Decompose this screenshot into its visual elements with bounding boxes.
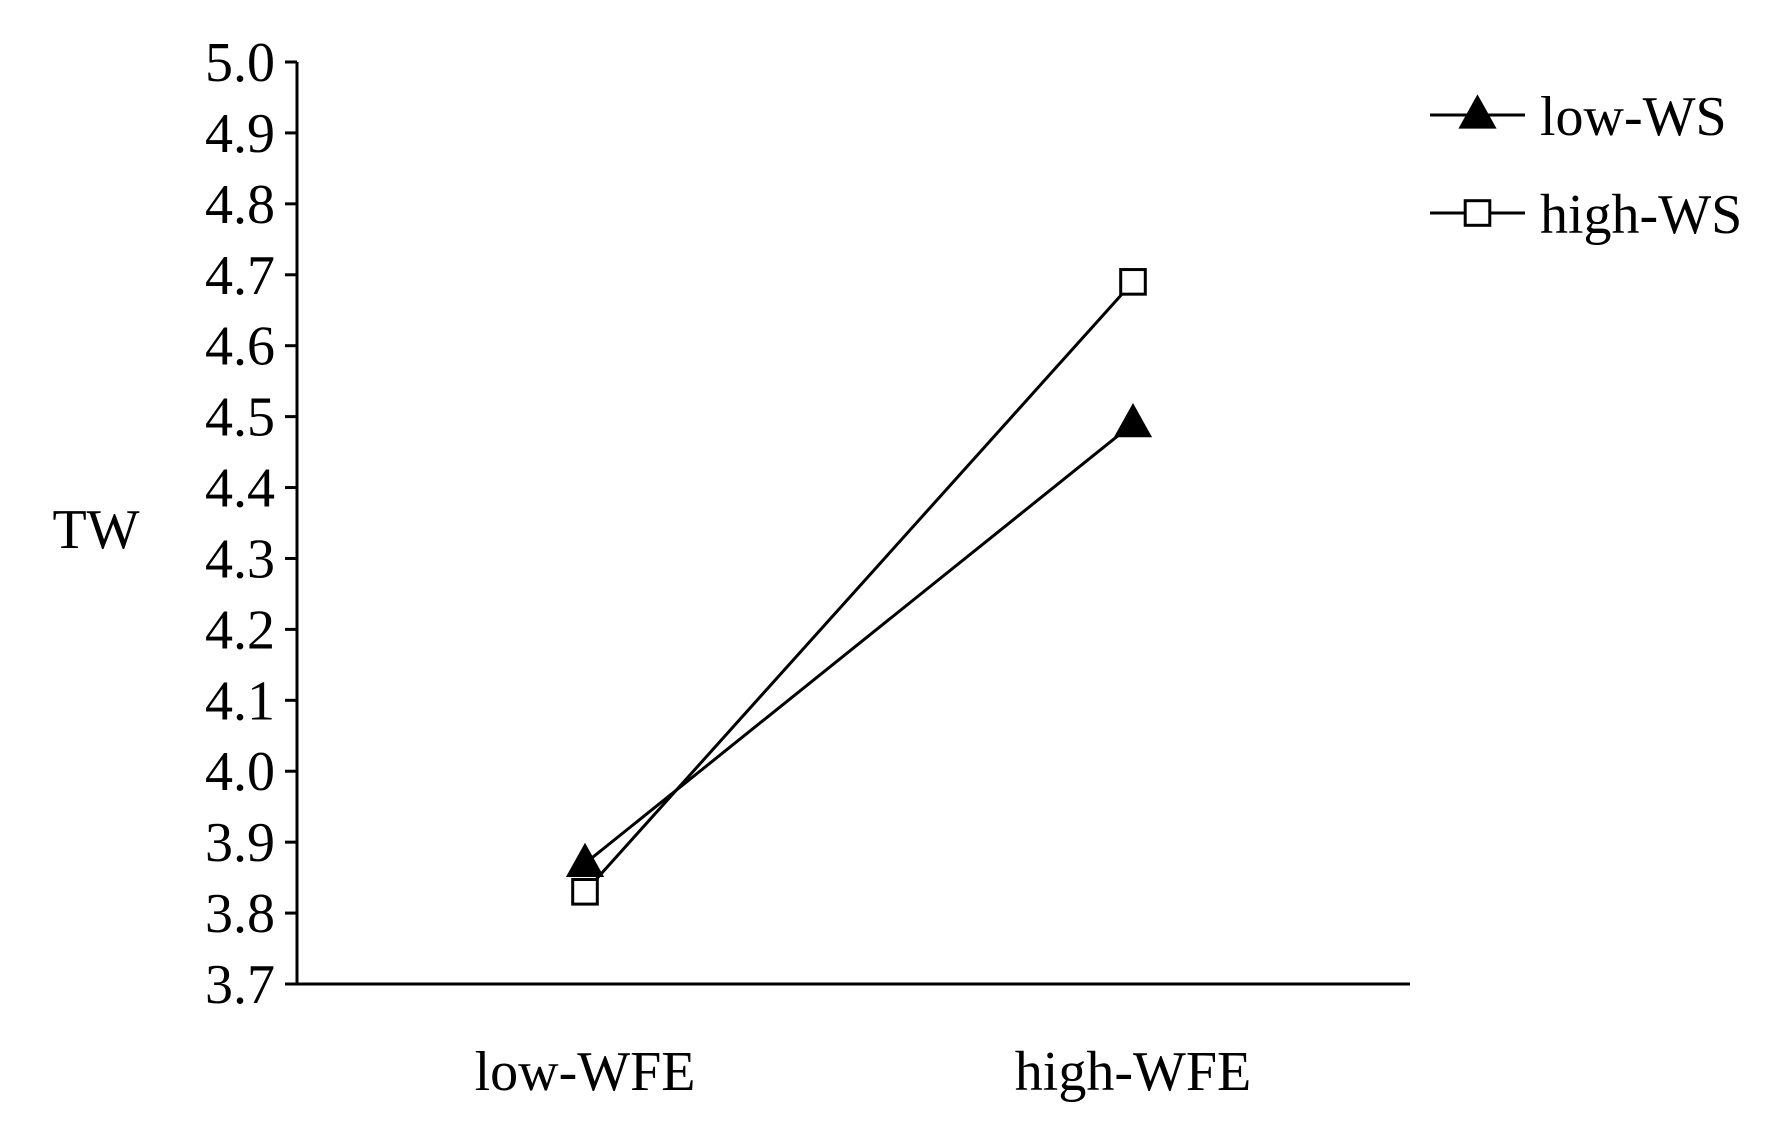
y-axis-ticks: 5.0 4.9 4.8 4.7 4.6 4.5 4.4 4.3 4.2 4.1 4.0 3.9 3.8 3…	[205, 32, 297, 1016]
data-point-marker	[1119, 268, 1147, 296]
legend-label: high-WS	[1540, 184, 1742, 246]
axes	[295, 62, 1410, 986]
legend-item: high-WS	[1430, 184, 1742, 246]
y-tick-label: 4.8	[205, 174, 275, 236]
series-2	[571, 268, 1147, 906]
legend: low-WS high-WS	[1430, 86, 1742, 246]
y-tick-label: 4.4	[205, 458, 275, 520]
legend-marker	[1458, 94, 1497, 129]
series-layer	[565, 268, 1153, 906]
y-tick-label: 4.3	[205, 528, 275, 590]
y-tick-label: 4.6	[205, 316, 275, 378]
data-point-marker	[571, 878, 599, 906]
data-point-marker	[565, 842, 605, 878]
y-tick-label: 4.0	[205, 741, 275, 803]
series-1	[565, 403, 1153, 878]
data-point-marker	[1113, 403, 1153, 438]
y-tick-label: 3.9	[205, 812, 275, 874]
y-tick-label: 3.7	[205, 954, 275, 1016]
y-tick-label: 4.1	[205, 670, 275, 732]
y-tick-label: 4.5	[205, 387, 275, 449]
y-tick-label: 4.9	[205, 103, 275, 165]
y-tick-label: 4.7	[205, 245, 275, 307]
y-tick-label: 5.0	[205, 32, 275, 94]
legend-marker	[1463, 199, 1492, 227]
series-line	[584, 422, 1134, 865]
y-tick-label: 3.8	[205, 883, 275, 945]
legend-item: low-WS	[1430, 86, 1727, 148]
x-axis-ticks: low-WFE high-WFE	[475, 1041, 1252, 1103]
x-tick-label: low-WFE	[475, 1041, 696, 1103]
series-line	[583, 280, 1135, 893]
x-tick-label: high-WFE	[1015, 1041, 1251, 1103]
y-tick-label: 4.2	[205, 599, 275, 661]
legend-label: low-WS	[1540, 86, 1727, 148]
y-axis-title: TW	[52, 499, 139, 561]
